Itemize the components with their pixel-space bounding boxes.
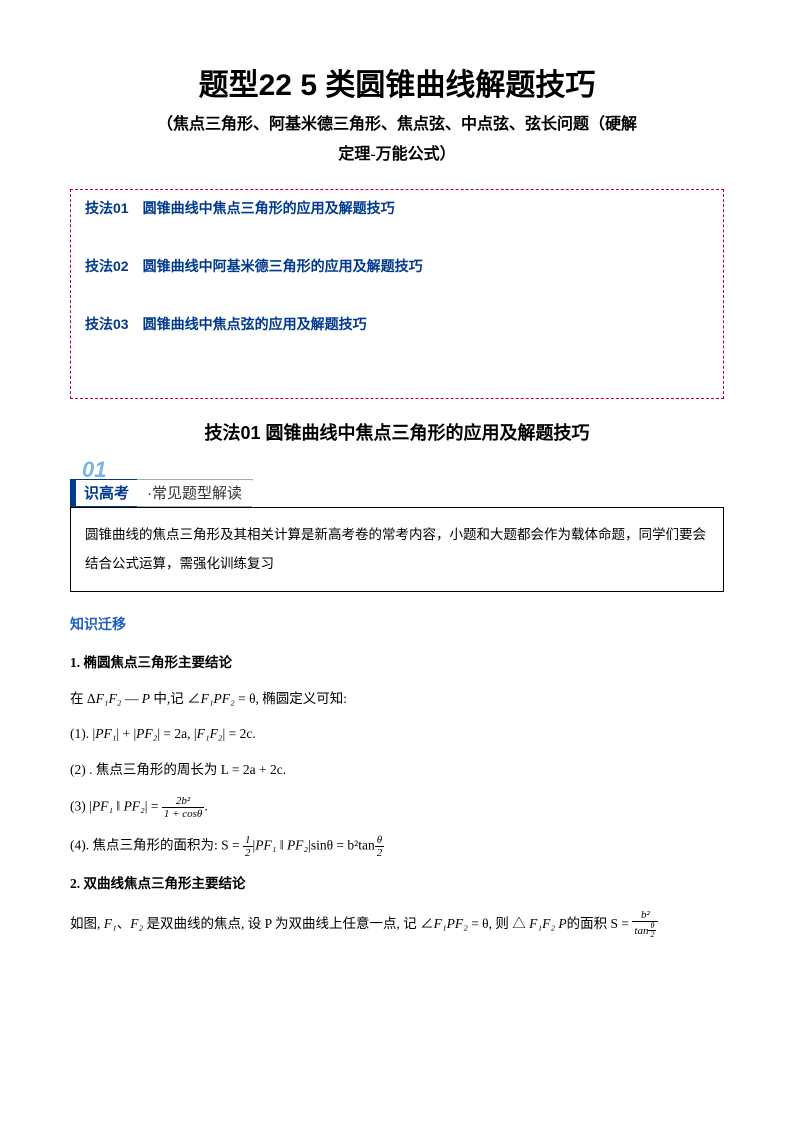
badge-label-right: ·常见题型解读 — [137, 479, 253, 507]
t: 的面积 S = — [567, 915, 633, 930]
fraction-theta2: θ2 — [375, 834, 385, 859]
den: 2 — [243, 847, 253, 859]
t: = θ, 椭圆定义可知: — [235, 691, 347, 706]
fraction-half: 12 — [243, 834, 253, 859]
p-sym: P — [142, 691, 150, 706]
t: = θ, 则 △ — [468, 915, 529, 930]
f1: F₁ — [104, 915, 117, 930]
den: 1 + cosθ — [162, 808, 205, 820]
para-2: (2) . 焦点三角形的周长为 L = 2a + 2c. — [70, 759, 724, 781]
t: 如图, — [70, 915, 104, 930]
t: (3) | — [70, 798, 92, 813]
t: 中,记 ∠ — [150, 691, 201, 706]
knowledge-header: 知识迁移 — [70, 614, 724, 634]
fraction-5: b²tanθ2 — [632, 909, 658, 941]
num: 1 — [243, 834, 253, 847]
badge-block: 01 识高考 ·常见题型解读 — [70, 457, 724, 507]
para-intro: 在 ΔF₁F₂ — P 中,记 ∠F₁PF₂ = θ, 椭圆定义可知: — [70, 688, 724, 710]
nav-box: 技法01 圆锥曲线中焦点三角形的应用及解题技巧 技法02 圆锥曲线中阿基米德三角… — [70, 189, 724, 399]
subtitle-line-1: （焦点三角形、阿基米德三角形、焦点弦、中点弦、弦长问题（硬解 — [157, 116, 637, 133]
page-subtitle: （焦点三角形、阿基米德三角形、焦点弦、中点弦、弦长问题（硬解 定理-万能公式） — [70, 110, 724, 171]
heading-hyperbola: 2. 双曲线焦点三角形主要结论 — [70, 873, 724, 895]
p-sym2: P — [558, 915, 566, 930]
num: 2b² — [162, 795, 205, 808]
pf1f2: F₁F₂ — [96, 691, 122, 706]
d: 2 — [648, 931, 656, 940]
f1f2: F₁F₂ — [197, 726, 223, 741]
t: | = 2a, | — [157, 726, 196, 741]
t: 在 Δ — [70, 691, 96, 706]
para-5: 如图, F₁、F₂ 是双曲线的焦点, 设 P 为双曲线上任意一点, 记 ∠F₁P… — [70, 909, 724, 941]
f1pf2: F₁PF₂ — [434, 915, 468, 930]
pf2: PF₂ — [136, 726, 157, 741]
info-box: 圆锥曲线的焦点三角形及其相关计算是新高考卷的常考内容，小题和大题都会作为载体命题… — [70, 507, 724, 592]
para-4: (4). 焦点三角形的面积为: S = 12|PF₁ ‖ PF₂|sinθ = … — [70, 834, 724, 859]
pf1: PF₁ — [92, 798, 113, 813]
t: | + | — [116, 726, 136, 741]
nav-item-2[interactable]: 技法02 圆锥曲线中阿基米德三角形的应用及解题技巧 — [85, 256, 709, 276]
para-3: (3) |PF₁ ‖ PF₂| = 2b²1 + cosθ. — [70, 795, 724, 820]
para-1: (1). |PF₁| + |PF₂| = 2a, |F₁F₂| = 2c. — [70, 723, 724, 745]
pf1: PF₁ — [95, 726, 116, 741]
t: | = 2c. — [223, 726, 256, 741]
pf1: PF₁ — [255, 837, 276, 852]
nav-item-3[interactable]: 技法03 圆锥曲线中焦点弦的应用及解题技巧 — [85, 314, 709, 334]
fraction-3: 2b²1 + cosθ — [162, 795, 205, 820]
f1pf2: F₁PF₂ — [201, 691, 235, 706]
tan: tan — [634, 924, 648, 936]
pf2: PF₂ — [287, 837, 308, 852]
t: ‖ — [113, 798, 124, 813]
den: tanθ2 — [632, 922, 658, 941]
f2: F₂ — [130, 915, 143, 930]
t: | = — [145, 798, 162, 813]
badge-bar: 识高考 ·常见题型解读 — [70, 479, 724, 507]
heading-ellipse: 1. 椭圆焦点三角形主要结论 — [70, 652, 724, 674]
pf2: PF₂ — [124, 798, 145, 813]
den: 2 — [375, 847, 385, 859]
badge-label-left: 识高考 — [76, 479, 137, 507]
fraction-5sub: θ2 — [648, 922, 656, 941]
t: (4). 焦点三角形的面积为: S = — [70, 837, 243, 852]
num: θ — [375, 834, 385, 847]
t: (1). | — [70, 726, 95, 741]
t: |sinθ = b²tan — [308, 837, 375, 852]
t: 、 — [117, 915, 131, 930]
nav-item-1[interactable]: 技法01 圆锥曲线中焦点三角形的应用及解题技巧 — [85, 198, 709, 218]
t: 是双曲线的焦点, 设 P 为双曲线上任意一点, 记 ∠ — [143, 915, 434, 930]
subtitle-line-2: 定理-万能公式） — [338, 146, 455, 163]
t: ‖ — [276, 837, 287, 852]
page-title: 题型22 5 类圆锥曲线解题技巧 — [70, 60, 724, 104]
section-title-1: 技法01 圆锥曲线中焦点三角形的应用及解题技巧 — [70, 419, 724, 445]
pf1f2: F₁F₂ — [529, 915, 555, 930]
num: b² — [632, 909, 658, 922]
